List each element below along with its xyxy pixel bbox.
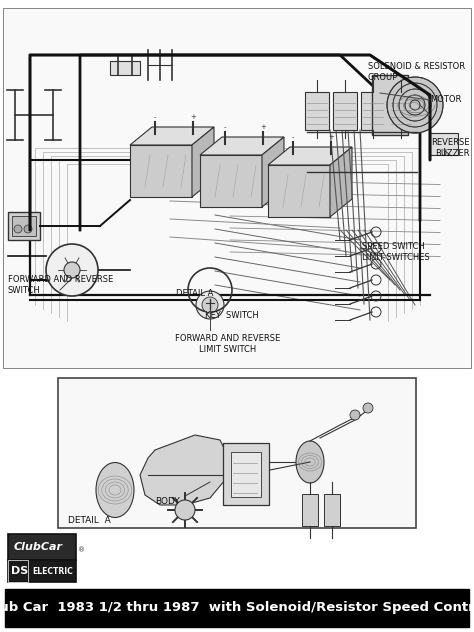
FancyBboxPatch shape bbox=[324, 494, 340, 526]
Polygon shape bbox=[130, 145, 192, 197]
Text: ClubCar: ClubCar bbox=[13, 542, 63, 552]
Text: DETAIL  A: DETAIL A bbox=[68, 516, 111, 525]
FancyBboxPatch shape bbox=[223, 443, 269, 505]
FancyBboxPatch shape bbox=[8, 560, 76, 582]
Polygon shape bbox=[268, 147, 352, 165]
FancyBboxPatch shape bbox=[12, 216, 36, 236]
FancyBboxPatch shape bbox=[302, 494, 318, 526]
FancyBboxPatch shape bbox=[58, 378, 416, 528]
FancyBboxPatch shape bbox=[8, 212, 40, 240]
Text: +: + bbox=[260, 125, 266, 130]
Polygon shape bbox=[330, 147, 352, 217]
Circle shape bbox=[387, 77, 443, 133]
Text: -: - bbox=[224, 125, 227, 130]
FancyBboxPatch shape bbox=[430, 133, 458, 155]
Polygon shape bbox=[130, 127, 214, 145]
Circle shape bbox=[350, 410, 360, 420]
FancyBboxPatch shape bbox=[361, 92, 385, 130]
Text: SPEED SWITCH
LIMIT SWITCHES: SPEED SWITCH LIMIT SWITCHES bbox=[362, 242, 430, 262]
FancyBboxPatch shape bbox=[110, 61, 140, 75]
Text: DETAIL A: DETAIL A bbox=[176, 289, 213, 298]
Circle shape bbox=[196, 291, 224, 319]
Text: SOLENOID & RESISTOR
GROUP: SOLENOID & RESISTOR GROUP bbox=[368, 62, 465, 82]
Text: +: + bbox=[328, 134, 334, 140]
Ellipse shape bbox=[96, 463, 134, 518]
Polygon shape bbox=[268, 165, 330, 217]
Text: -: - bbox=[292, 134, 294, 140]
Text: Club Car  1983 1/2 thru 1987  with Solenoid/Resistor Speed Control: Club Car 1983 1/2 thru 1987 with Solenoi… bbox=[0, 602, 474, 614]
Ellipse shape bbox=[296, 441, 324, 483]
Circle shape bbox=[64, 262, 80, 278]
Text: ELECTRIC: ELECTRIC bbox=[32, 566, 73, 576]
FancyBboxPatch shape bbox=[5, 589, 469, 627]
FancyBboxPatch shape bbox=[8, 534, 76, 560]
FancyBboxPatch shape bbox=[3, 8, 471, 368]
Circle shape bbox=[14, 225, 22, 233]
Circle shape bbox=[202, 297, 218, 313]
FancyBboxPatch shape bbox=[231, 452, 261, 497]
FancyBboxPatch shape bbox=[372, 75, 408, 135]
Text: -: - bbox=[154, 114, 156, 120]
Polygon shape bbox=[140, 435, 230, 505]
Circle shape bbox=[24, 225, 32, 233]
Polygon shape bbox=[200, 137, 284, 155]
FancyBboxPatch shape bbox=[389, 92, 413, 130]
Text: +: + bbox=[190, 114, 196, 120]
Text: KEY  SWITCH: KEY SWITCH bbox=[205, 310, 259, 320]
Circle shape bbox=[46, 244, 98, 296]
Circle shape bbox=[363, 403, 373, 413]
FancyBboxPatch shape bbox=[333, 92, 357, 130]
Text: ®: ® bbox=[78, 547, 85, 553]
FancyBboxPatch shape bbox=[305, 92, 329, 130]
Polygon shape bbox=[192, 127, 214, 197]
Circle shape bbox=[175, 500, 195, 520]
Text: DS: DS bbox=[11, 566, 28, 576]
Text: MOTOR: MOTOR bbox=[430, 95, 461, 104]
Polygon shape bbox=[262, 137, 284, 207]
Text: REVERSE
BUZZER: REVERSE BUZZER bbox=[431, 138, 470, 158]
Text: BODY: BODY bbox=[155, 497, 181, 506]
Text: FORWARD AND REVERSE
SWITCH: FORWARD AND REVERSE SWITCH bbox=[8, 275, 113, 295]
Text: FORWARD AND REVERSE
LIMIT SWITCH: FORWARD AND REVERSE LIMIT SWITCH bbox=[175, 334, 281, 354]
Polygon shape bbox=[200, 155, 262, 207]
